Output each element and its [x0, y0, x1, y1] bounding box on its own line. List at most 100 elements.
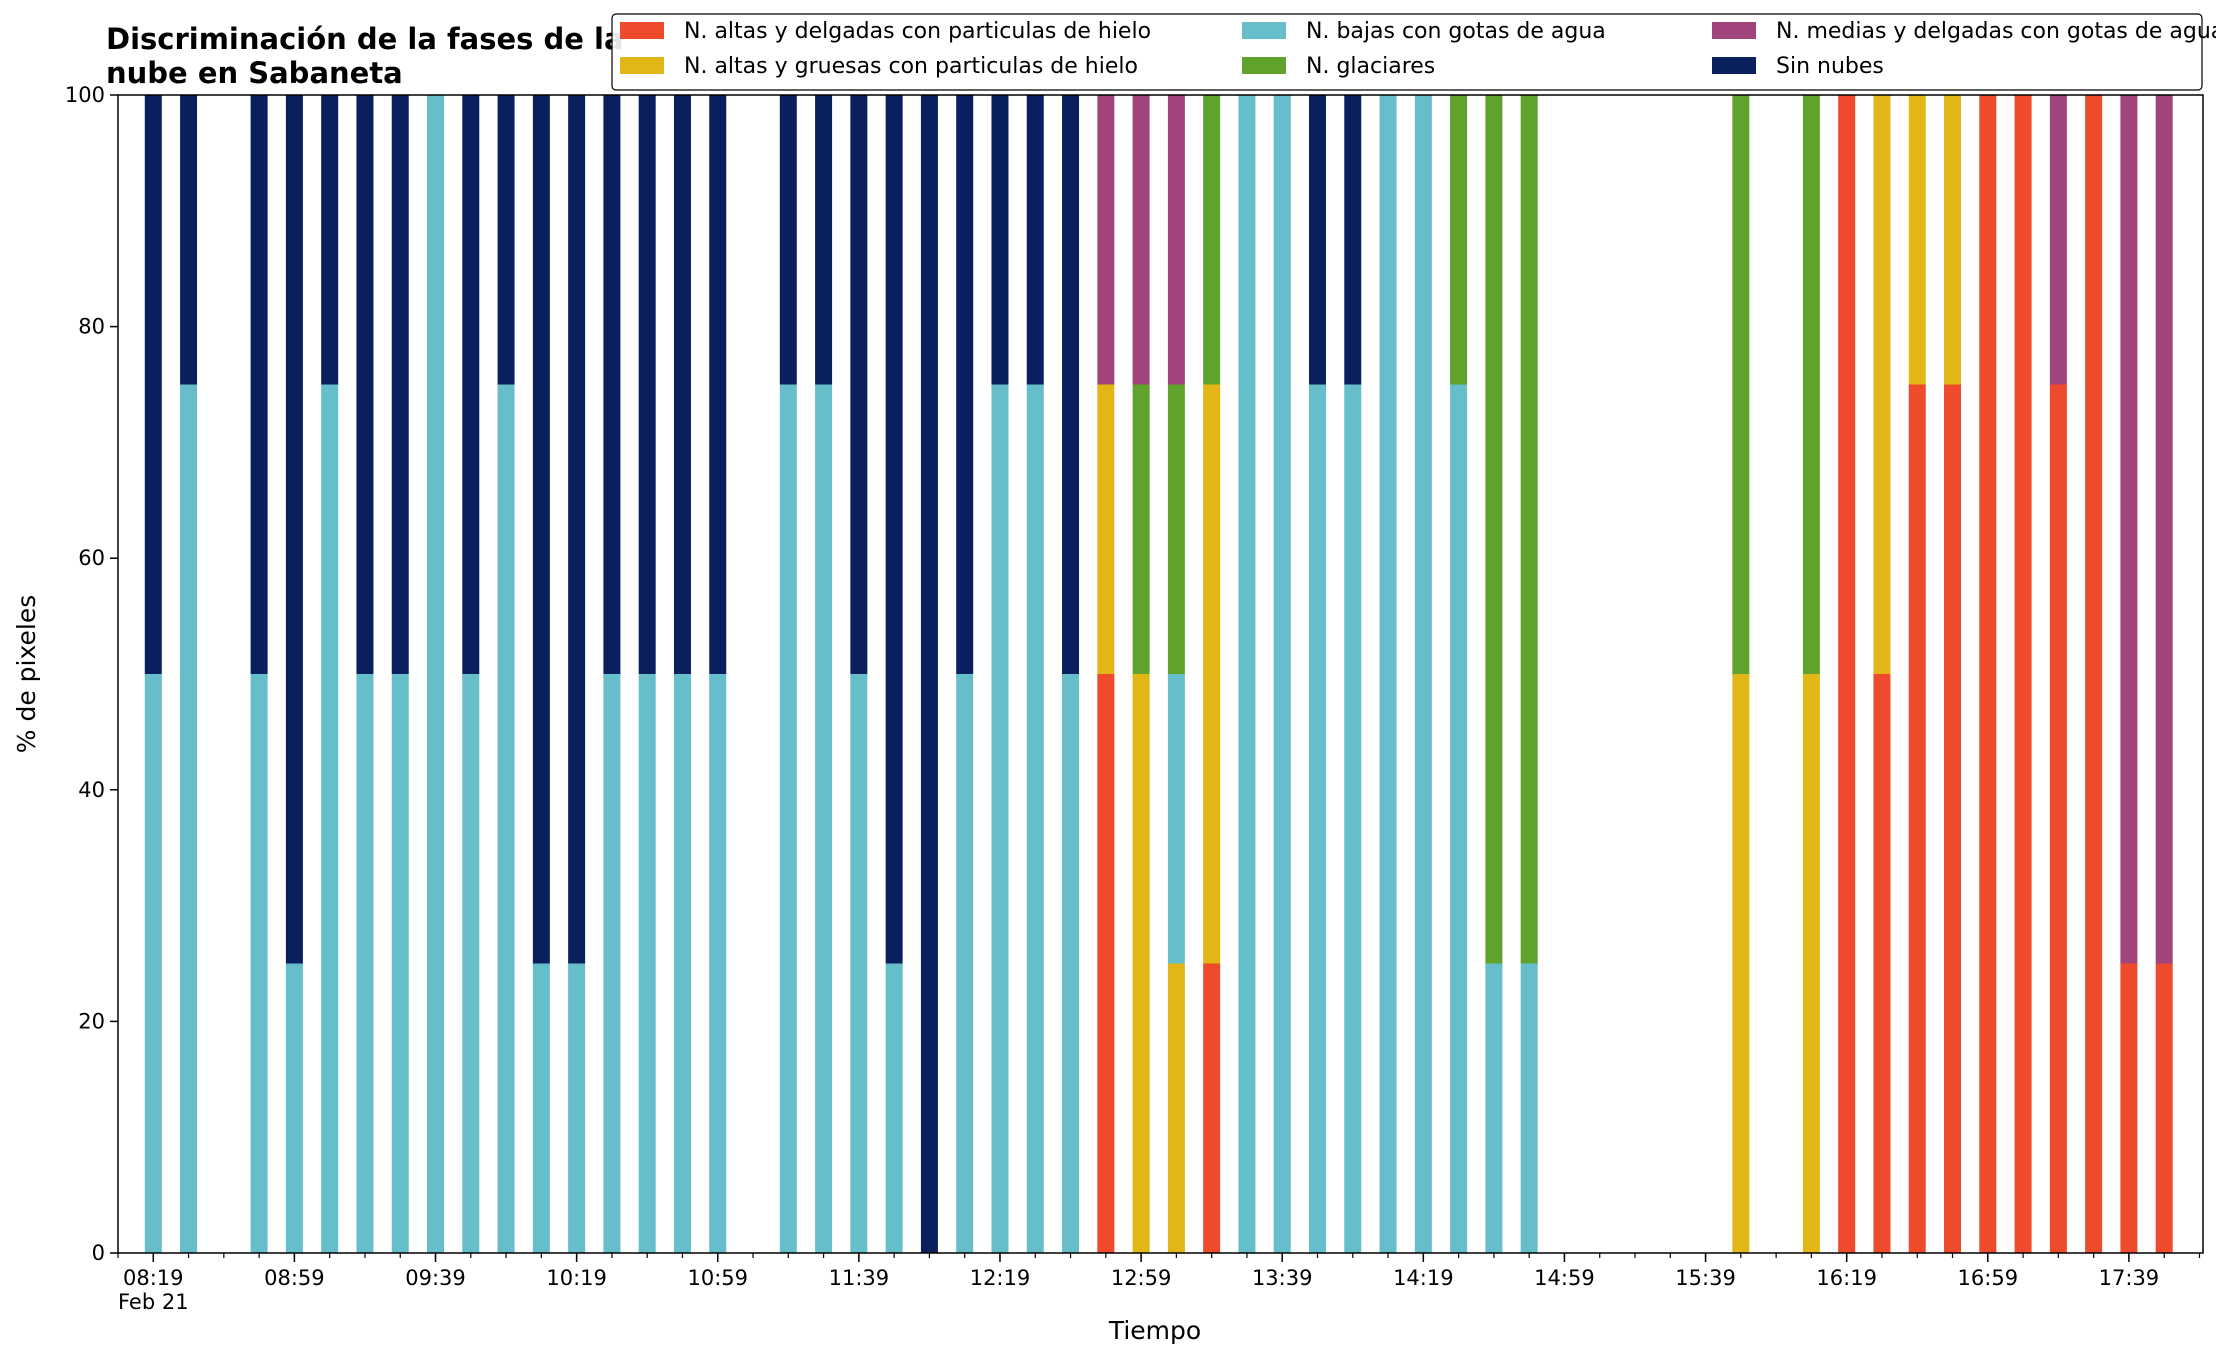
bar-segment-n-bajas-con-gotas-de-agua — [779, 384, 797, 1253]
y-tick-label: 20 — [78, 1009, 105, 1033]
bar-segment-n-bajas-con-gotas-de-agua — [144, 674, 162, 1253]
bar-segment-n-bajas-con-gotas-de-agua — [462, 674, 480, 1253]
plot-frame — [117, 94, 2204, 1254]
bar-segment-sin-nubes — [991, 95, 1009, 385]
bar-segment-n-bajas-con-gotas-de-agua — [497, 384, 515, 1253]
bar-segment-sin-nubes — [391, 95, 409, 674]
bar-segment-n-bajas-con-gotas-de-agua — [391, 674, 409, 1253]
bar-segment-n-glaciares — [1802, 95, 1820, 674]
bar-segment-n-altas-y-delgadas-con-particulas-de-hielo — [2085, 95, 2103, 1253]
bar-segment-n-bajas-con-gotas-de-agua — [603, 674, 621, 1253]
bar-segment-n-altas-y-gruesas-con-particulas-de-hielo — [1097, 384, 1115, 674]
bar-segment-n-medias-y-delgadas-con-gotas-de-agua — [1132, 95, 1150, 385]
x-tick-label: 12:19 — [970, 1266, 1031, 1290]
bar-segment-n-altas-y-delgadas-con-particulas-de-hielo — [2049, 384, 2067, 1253]
bar-segment-sin-nubes — [956, 95, 974, 674]
legend-box — [611, 13, 2203, 91]
bar-segment-n-glaciares — [1485, 95, 1503, 964]
x-tick-label: 09:39 — [405, 1266, 466, 1290]
bar-segment-sin-nubes — [144, 95, 162, 674]
bar-segment-n-bajas-con-gotas-de-agua — [850, 674, 868, 1253]
x-tick-label: 14:19 — [1393, 1266, 1454, 1290]
bar-segment-n-bajas-con-gotas-de-agua — [321, 384, 339, 1253]
legend-label-n-medias-y-delgadas-con-gotas-de-agua: N. medias y delgadas con gotas de agua — [1776, 19, 2216, 44]
bar-segment-n-medias-y-delgadas-con-gotas-de-agua — [1097, 95, 1115, 385]
bar-segment-sin-nubes — [603, 95, 621, 674]
bar-segment-sin-nubes — [885, 95, 903, 964]
bar-segment-n-bajas-con-gotas-de-agua — [1379, 95, 1397, 1253]
bar-segment-n-glaciares — [1167, 384, 1185, 674]
y-axis-label: % de pixeles — [12, 595, 41, 753]
x-axis-label: Tiempo — [1108, 1316, 1201, 1345]
y-tick-label: 80 — [78, 315, 105, 339]
bar-segment-sin-nubes — [568, 95, 586, 964]
x-tick-label: 14:59 — [1534, 1266, 1595, 1290]
legend-label-n-altas-y-delgadas-con-particulas-de-hielo: N. altas y delgadas con particulas de hi… — [684, 19, 1151, 44]
bar-segment-sin-nubes — [673, 95, 691, 674]
bar-segment-sin-nubes — [1062, 95, 1080, 674]
bar-segment-n-bajas-con-gotas-de-agua — [815, 384, 833, 1253]
bar-segment-n-bajas-con-gotas-de-agua — [1026, 384, 1044, 1253]
bar-segment-n-altas-y-gruesas-con-particulas-de-hielo — [1944, 95, 1962, 385]
x-tick-label: 12:59 — [1111, 1266, 1172, 1290]
bar-segment-n-altas-y-gruesas-con-particulas-de-hielo — [1732, 674, 1750, 1253]
bar-segment-n-bajas-con-gotas-de-agua — [956, 674, 974, 1253]
bar-segment-n-bajas-con-gotas-de-agua — [991, 384, 1009, 1253]
legend-label-sin-nubes: Sin nubes — [1776, 54, 1884, 79]
y-tick-label: 0 — [92, 1241, 105, 1265]
chart-title: Discriminación de la fases de la nube en… — [106, 22, 624, 90]
bar-segment-n-bajas-con-gotas-de-agua — [1238, 95, 1256, 1253]
bar-segment-sin-nubes — [1344, 95, 1362, 385]
x-tick-label: 11:39 — [829, 1266, 890, 1290]
bar-segment-n-bajas-con-gotas-de-agua — [1520, 963, 1538, 1253]
bar-segment-n-bajas-con-gotas-de-agua — [427, 95, 445, 1253]
bar-segment-n-bajas-con-gotas-de-agua — [1167, 674, 1185, 964]
x-tick-label: 08:19 — [123, 1266, 184, 1290]
bar-segment-n-bajas-con-gotas-de-agua — [532, 963, 550, 1253]
y-tick-label: 60 — [78, 546, 105, 570]
bar-segment-n-altas-y-gruesas-con-particulas-de-hielo — [1802, 674, 1820, 1253]
bar-segment-n-glaciares — [1203, 95, 1221, 385]
bar-segment-n-altas-y-delgadas-con-particulas-de-hielo — [1908, 384, 1926, 1253]
bar-segment-sin-nubes — [321, 95, 339, 385]
bar-segment-sin-nubes — [250, 95, 268, 674]
legend: N. altas y delgadas con particulas de hi… — [611, 13, 2216, 91]
bar-segment-n-bajas-con-gotas-de-agua — [709, 674, 727, 1253]
bar-segment-sin-nubes — [462, 95, 480, 674]
bar-segment-n-bajas-con-gotas-de-agua — [356, 674, 374, 1253]
bar-segment-n-bajas-con-gotas-de-agua — [1485, 963, 1503, 1253]
bar-segment-n-altas-y-delgadas-con-particulas-de-hielo — [1203, 963, 1221, 1253]
bar-segment-n-medias-y-delgadas-con-gotas-de-agua — [2049, 95, 2067, 385]
bar-segment-n-bajas-con-gotas-de-agua — [250, 674, 268, 1253]
bar-segment-n-altas-y-delgadas-con-particulas-de-hielo — [1838, 95, 1856, 1253]
y-tick-label: 40 — [78, 778, 105, 802]
x-tick-label: 10:59 — [687, 1266, 748, 1290]
bar-segment-sin-nubes — [356, 95, 374, 674]
bar-segment-n-bajas-con-gotas-de-agua — [285, 963, 303, 1253]
x-tick-label: 10:19 — [546, 1266, 607, 1290]
bar-segment-n-bajas-con-gotas-de-agua — [1414, 95, 1432, 1253]
bar-segment-n-bajas-con-gotas-de-agua — [1450, 384, 1468, 1253]
x-tick-label: 15:39 — [1675, 1266, 1736, 1290]
bar-segment-sin-nubes — [709, 95, 727, 674]
bar-segment-n-bajas-con-gotas-de-agua — [1308, 384, 1326, 1253]
bar-segment-n-bajas-con-gotas-de-agua — [1344, 384, 1362, 1253]
bar-segment-n-bajas-con-gotas-de-agua — [180, 384, 198, 1253]
bar-segment-n-glaciares — [1450, 95, 1468, 385]
legend-swatch-n-altas-y-delgadas-con-particulas-de-hielo — [620, 22, 664, 39]
x-tick-label: 16:59 — [1958, 1266, 2019, 1290]
legend-label-n-glaciares: N. glaciares — [1306, 54, 1435, 79]
bar-segment-n-altas-y-gruesas-con-particulas-de-hielo — [1873, 95, 1891, 674]
bar-segment-n-bajas-con-gotas-de-agua — [568, 963, 586, 1253]
bar-segment-sin-nubes — [815, 95, 833, 385]
bar-layer — [144, 95, 2173, 1253]
x-tick-label: 16:19 — [1816, 1266, 1877, 1290]
bar-segment-sin-nubes — [779, 95, 797, 385]
bar-segment-sin-nubes — [1026, 95, 1044, 385]
bar-segment-sin-nubes — [850, 95, 868, 674]
legend-swatch-n-glaciares — [1242, 57, 1286, 74]
bar-segment-n-glaciares — [1732, 95, 1750, 674]
bar-segment-n-bajas-con-gotas-de-agua — [673, 674, 691, 1253]
